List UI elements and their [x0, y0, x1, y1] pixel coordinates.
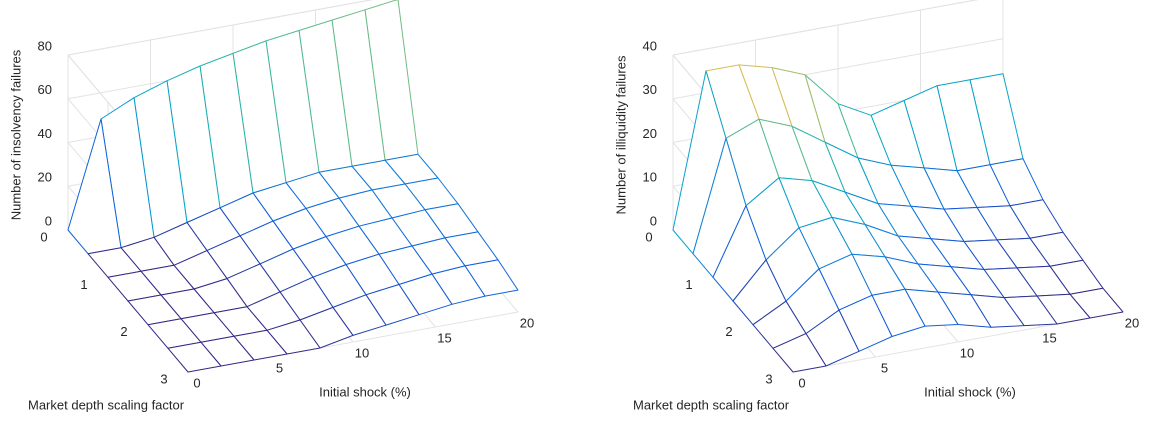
- z-tick-label: 0: [650, 213, 657, 228]
- x-tick-label: 10: [355, 345, 369, 360]
- z-axis-label: Number of illiquidity failures: [613, 55, 628, 214]
- z-tick-label: 40: [643, 38, 657, 53]
- mesh-cell: [167, 341, 222, 373]
- x-tick-label: 20: [1125, 315, 1139, 330]
- x-tick-label: 15: [1042, 330, 1056, 345]
- z-tick-label: 80: [38, 38, 52, 53]
- y-tick-label: 0: [40, 229, 47, 244]
- z-axis-label: Number of insolvency failures: [8, 49, 23, 220]
- y-tick-label: 2: [725, 324, 732, 339]
- x-tick-label: 0: [798, 375, 805, 390]
- z-tick-label: 60: [38, 82, 52, 97]
- z-tick-label: 10: [643, 170, 657, 185]
- x-tick-label: 20: [520, 315, 534, 330]
- z-tick-label: 0: [45, 213, 52, 228]
- x-tick-label: 0: [193, 375, 200, 390]
- y-tick-label: 1: [80, 277, 87, 292]
- y-tick-label: 2: [120, 324, 127, 339]
- x-axis-label: Initial shock (%): [924, 384, 1016, 399]
- x-tick-label: 10: [960, 345, 974, 360]
- y-tick-label: 3: [765, 371, 772, 386]
- z-tick-label: 30: [643, 82, 657, 97]
- z-tick-label: 40: [38, 126, 52, 141]
- y-tick-label: 3: [160, 371, 167, 386]
- panel: 0 10 20 30 40 0 5 10 15 20 0 1 2 3 Initial shock (%) Ma…: [613, 0, 1139, 412]
- x-tick-label: 15: [437, 330, 451, 345]
- y-tick-label: 1: [685, 277, 692, 292]
- x-tick-label: 5: [276, 360, 283, 375]
- z-tick-label: 20: [38, 170, 52, 185]
- mesh-cell: [772, 333, 827, 373]
- y-axis-label: Market depth scaling factor: [28, 397, 185, 412]
- y-tick-label: 0: [645, 229, 652, 244]
- z-tick-label: 20: [643, 126, 657, 141]
- x-axis-label: Initial shock (%): [319, 384, 411, 399]
- x-tick-label: 5: [881, 360, 888, 375]
- panel: 0 20 40 60 80 0 5 10 15 20 0 1 2 3 Initial shock (%) Ma…: [8, 0, 534, 412]
- y-axis-label: Market depth scaling factor: [633, 397, 790, 412]
